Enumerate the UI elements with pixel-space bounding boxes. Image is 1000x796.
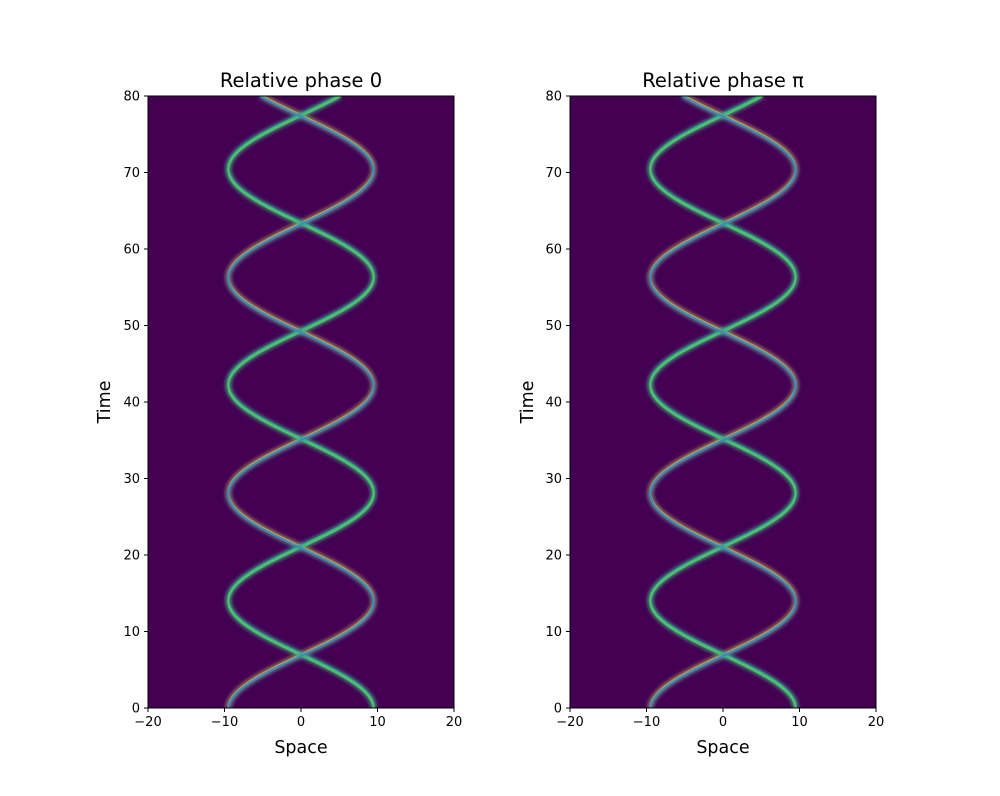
y-tick-label: 40 xyxy=(123,396,140,411)
x-tick-label: −10 xyxy=(633,715,660,730)
x-tick-label: −10 xyxy=(211,715,238,730)
x-ticks: −20 −10 0 10 20 xyxy=(556,708,884,730)
y-tick-label: 70 xyxy=(545,166,562,181)
x-tick-label: −20 xyxy=(556,715,583,730)
curves xyxy=(647,96,799,708)
y-tick-label: 80 xyxy=(123,90,140,105)
x-tick-label: 0 xyxy=(297,715,305,730)
y-tick-label: 10 xyxy=(123,625,140,640)
y-tick-label: 60 xyxy=(545,243,562,258)
subplot-title: Relative phase π xyxy=(642,69,804,92)
curves xyxy=(225,96,377,708)
y-tick-label: 20 xyxy=(123,549,140,564)
y-ticks: 0 10 20 30 40 50 60 70 80 xyxy=(123,90,148,717)
x-tick-label: 20 xyxy=(868,715,885,730)
y-axis-label: Time xyxy=(518,381,538,425)
y-tick-label: 10 xyxy=(545,625,562,640)
x-tick-label: 10 xyxy=(369,715,386,730)
series-line-3 xyxy=(227,96,375,708)
plot-area xyxy=(570,96,876,708)
y-tick-label: 0 xyxy=(554,702,562,717)
x-tick-label: 20 xyxy=(446,715,463,730)
subplot-title: Relative phase 0 xyxy=(220,69,382,92)
series-line-2 xyxy=(649,96,797,708)
y-ticks: 0 10 20 30 40 50 60 70 80 xyxy=(545,90,570,717)
y-tick-label: 70 xyxy=(123,166,140,181)
x-tick-label: 0 xyxy=(719,715,727,730)
subplot-left: Relative phase 0 Space Time −20 −10 0 10 20 … xyxy=(95,69,462,758)
series-line-2 xyxy=(227,96,375,708)
x-tick-label: 10 xyxy=(791,715,808,730)
subplot-right: Relative phase π Space Time −20 −10 0 10 20 … xyxy=(518,69,884,758)
series-line-3 xyxy=(649,96,797,708)
y-tick-label: 60 xyxy=(123,243,140,258)
x-tick-label: −20 xyxy=(134,715,161,730)
y-tick-label: 50 xyxy=(123,319,140,334)
y-tick-label: 50 xyxy=(545,319,562,334)
y-tick-label: 30 xyxy=(545,472,562,487)
x-axis-label: Space xyxy=(274,738,327,758)
y-tick-label: 40 xyxy=(545,396,562,411)
x-axis-label: Space xyxy=(696,738,749,758)
y-tick-label: 20 xyxy=(545,549,562,564)
y-tick-label: 30 xyxy=(123,472,140,487)
y-tick-label: 0 xyxy=(132,702,140,717)
x-ticks: −20 −10 0 10 20 xyxy=(134,708,462,730)
y-tick-label: 80 xyxy=(545,90,562,105)
y-axis-label: Time xyxy=(95,381,115,425)
plot-area xyxy=(148,96,454,708)
